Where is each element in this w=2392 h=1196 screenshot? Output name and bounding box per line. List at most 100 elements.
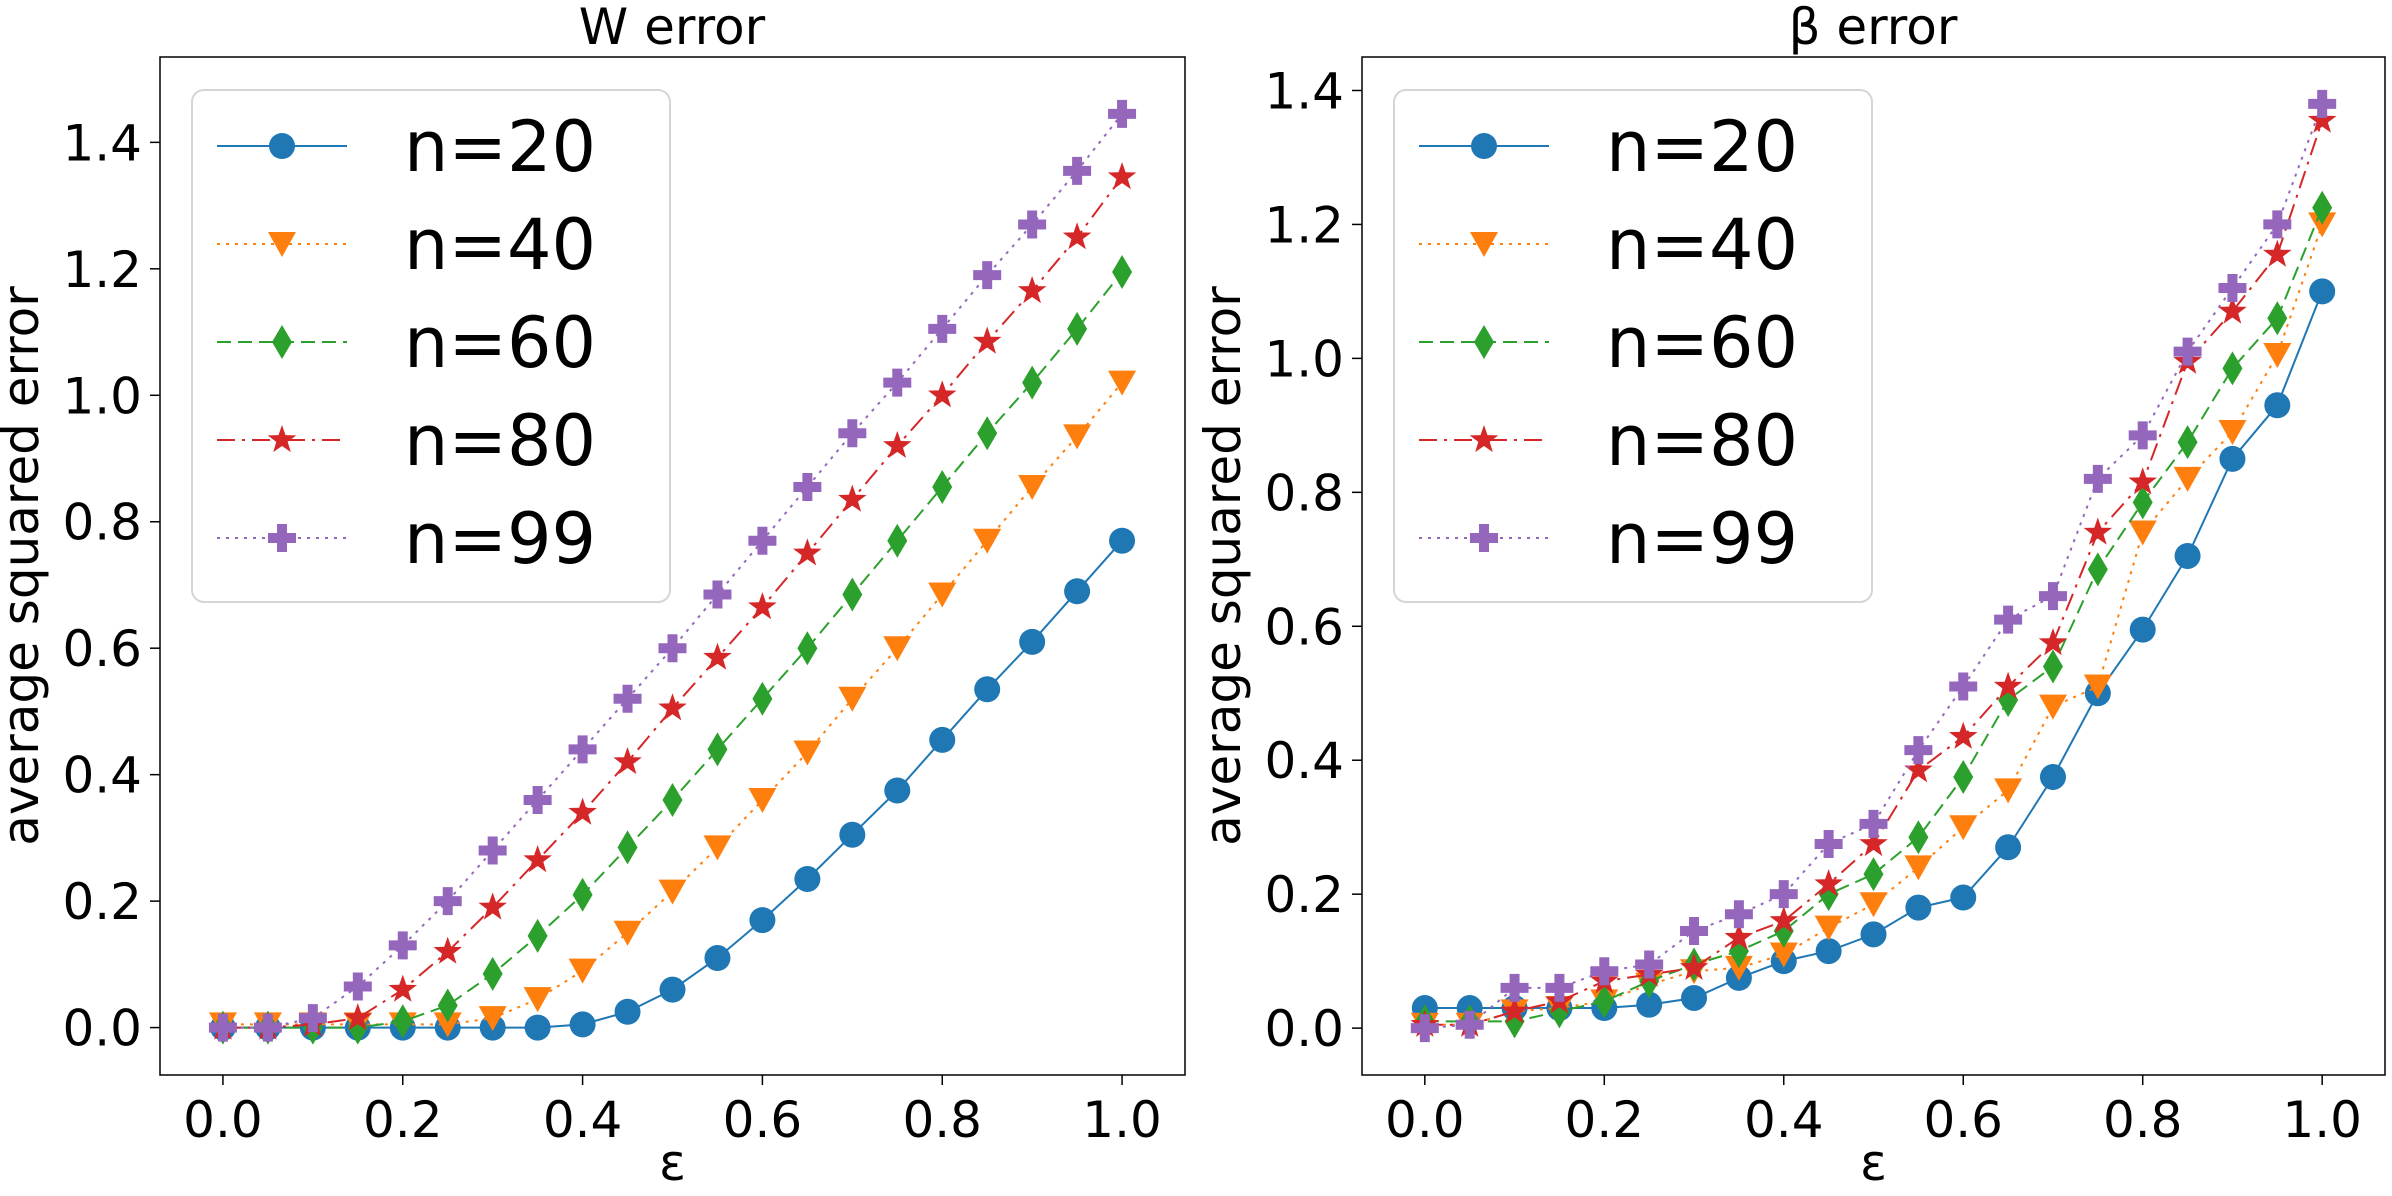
y-tick-label: 0.2 xyxy=(62,873,142,931)
data-point xyxy=(794,865,821,892)
data-point xyxy=(977,416,998,451)
data-point xyxy=(1455,1010,1484,1039)
y-tick-label: 1.2 xyxy=(62,241,142,299)
data-point xyxy=(433,936,462,964)
data-point xyxy=(1017,276,1047,304)
data-point xyxy=(523,845,552,873)
data-point xyxy=(1859,828,1888,857)
data-point xyxy=(748,526,777,555)
data-point xyxy=(1724,955,1753,981)
data-point xyxy=(1500,973,1529,1002)
data-point xyxy=(482,956,503,991)
data-point xyxy=(973,528,1002,554)
series-line xyxy=(1424,224,2324,1026)
y-tick-label: 1.2 xyxy=(1264,196,1344,254)
data-point xyxy=(2173,466,2202,492)
legend-label: n=99 xyxy=(1606,498,1798,580)
data-point xyxy=(658,634,687,663)
data-point xyxy=(2128,467,2157,495)
data-point xyxy=(883,430,912,458)
legend-marker xyxy=(1470,524,1498,552)
data-point xyxy=(2218,420,2247,446)
data-point xyxy=(2038,628,2068,656)
data-point xyxy=(298,1004,327,1033)
x-tick-label: 0.4 xyxy=(543,1091,623,1149)
data-point xyxy=(704,945,731,972)
legend-label: n=40 xyxy=(1606,204,1798,286)
y-tick-label: 0.8 xyxy=(62,494,142,552)
legend-marker xyxy=(1469,425,1499,453)
data-point xyxy=(1108,99,1137,128)
data-point xyxy=(703,835,732,861)
data-point xyxy=(2308,89,2337,118)
data-point xyxy=(2042,649,2063,684)
data-point xyxy=(568,735,597,764)
data-point xyxy=(1815,938,1842,965)
y-tick-label: 0.0 xyxy=(1264,1000,1344,1058)
data-point xyxy=(659,976,686,1003)
axes-frame xyxy=(1361,56,2386,1076)
data-point xyxy=(748,592,777,620)
x-tick-label: 0.2 xyxy=(1565,1091,1645,1149)
data-point xyxy=(1019,628,1046,655)
data-point xyxy=(392,1004,413,1039)
legend-marker xyxy=(1474,325,1494,359)
data-point xyxy=(928,582,957,608)
data-point xyxy=(2219,445,2246,472)
data-point xyxy=(974,676,1001,703)
legend-box xyxy=(1393,89,1873,603)
data-point xyxy=(1594,984,1615,1019)
y-axis-label: average squared error xyxy=(1194,286,1252,846)
y-tick-label: 0.4 xyxy=(62,747,142,805)
data-point xyxy=(433,1012,462,1038)
data-point xyxy=(2083,517,2113,545)
data-point xyxy=(1904,755,1933,783)
data-point xyxy=(793,538,822,566)
data-point xyxy=(1590,957,1619,986)
legend-label: n=80 xyxy=(404,400,596,482)
data-point xyxy=(1680,917,1709,946)
x-tick-label: 0.0 xyxy=(1385,1091,1465,1149)
data-point xyxy=(1949,815,1978,841)
data-point xyxy=(388,931,417,960)
data-point xyxy=(253,1013,282,1042)
data-point xyxy=(658,879,687,905)
legend-label: n=80 xyxy=(1606,400,1798,482)
legend-label: n=99 xyxy=(404,498,596,580)
y-tick-label: 0.8 xyxy=(1264,464,1344,522)
legend-marker xyxy=(272,325,292,359)
data-point xyxy=(572,877,593,912)
data-point xyxy=(478,1006,507,1032)
data-point xyxy=(523,785,552,814)
data-point xyxy=(1769,906,1798,934)
data-point xyxy=(2267,301,2288,336)
data-point xyxy=(2264,392,2291,419)
data-point xyxy=(658,693,687,721)
legend-label: n=20 xyxy=(1606,106,1798,188)
legend-marker xyxy=(1471,133,1497,159)
data-point xyxy=(883,368,912,397)
data-point xyxy=(932,469,953,504)
data-point xyxy=(838,419,867,448)
panel-title: β error xyxy=(1789,0,1958,56)
data-point xyxy=(1994,605,2023,634)
data-point xyxy=(1905,894,1932,921)
data-point xyxy=(2309,278,2336,305)
data-point xyxy=(2087,552,2108,587)
data-point xyxy=(388,974,417,1002)
data-point xyxy=(887,523,908,558)
data-point xyxy=(2307,105,2337,133)
data-point xyxy=(1022,365,1043,400)
data-point xyxy=(613,684,642,713)
legend-marker xyxy=(268,232,296,257)
data-point xyxy=(1681,984,1708,1011)
data-point xyxy=(1679,952,1709,980)
data-point xyxy=(1908,820,1929,855)
legend-marker xyxy=(268,524,296,552)
data-point xyxy=(703,580,732,609)
axes-frame xyxy=(159,56,1186,1076)
data-point xyxy=(613,747,642,775)
data-point xyxy=(1904,736,1933,765)
y-tick-label: 1.0 xyxy=(1264,330,1344,388)
data-point xyxy=(2132,485,2153,520)
